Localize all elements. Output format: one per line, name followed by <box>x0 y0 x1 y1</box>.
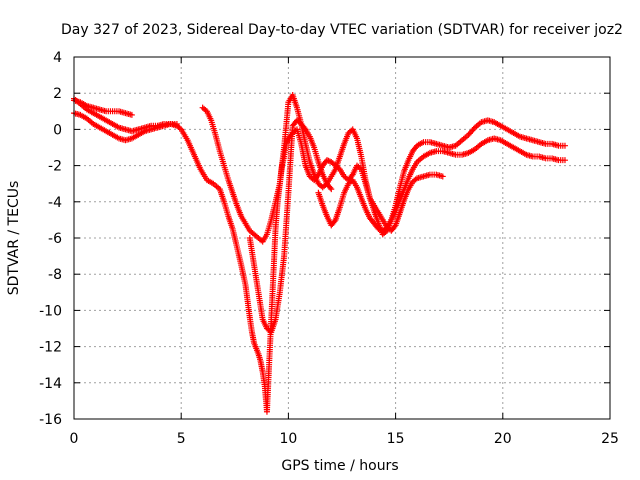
data-point <box>348 173 355 180</box>
data-series <box>246 117 335 336</box>
chart-title: Day 327 of 2023, Sidereal Day-to-day VTE… <box>61 22 623 38</box>
y-tick-label: 4 <box>53 50 62 66</box>
data-point <box>439 173 446 180</box>
y-tick-label: -14 <box>39 376 62 392</box>
x-tick-label: 0 <box>70 431 79 447</box>
y-tick-label: 0 <box>53 122 62 138</box>
y-tick-label: -6 <box>48 231 62 247</box>
data-point <box>328 186 335 193</box>
y-tick-label: -16 <box>39 412 62 428</box>
data-point <box>391 223 398 230</box>
y-axis-label: SDTVAR / TECUs <box>6 181 22 296</box>
x-axis-label: GPS time / hours <box>281 458 398 474</box>
data-point <box>561 142 568 149</box>
data-series <box>71 95 446 415</box>
x-tick-label: 5 <box>177 431 186 447</box>
x-tick-label: 20 <box>494 431 512 447</box>
data-points <box>71 92 568 415</box>
data-series <box>315 135 568 234</box>
data-series <box>71 97 135 118</box>
data-point <box>128 111 135 118</box>
data-point <box>301 125 308 132</box>
data-point <box>327 184 334 191</box>
grid-lines <box>74 57 610 419</box>
x-tick-label: 15 <box>387 431 405 447</box>
x-tick-label: 10 <box>279 431 297 447</box>
y-tick-label: 2 <box>53 86 62 102</box>
x-tick-label: 25 <box>601 431 619 447</box>
y-tick-label: -10 <box>39 303 62 319</box>
data-point <box>561 157 568 164</box>
y-tick-label: -12 <box>39 340 62 356</box>
axis-ticks: 0 5 10 15 20 25 -16 -14 -12 -10 -8 -6 -4 -2 0 2 4 <box>39 50 619 447</box>
data-series <box>71 110 180 144</box>
data-point <box>331 218 338 225</box>
y-tick-label: -4 <box>48 195 62 211</box>
y-tick-label: -2 <box>48 159 62 175</box>
y-tick-label: -8 <box>48 267 62 283</box>
data-point <box>173 120 180 127</box>
